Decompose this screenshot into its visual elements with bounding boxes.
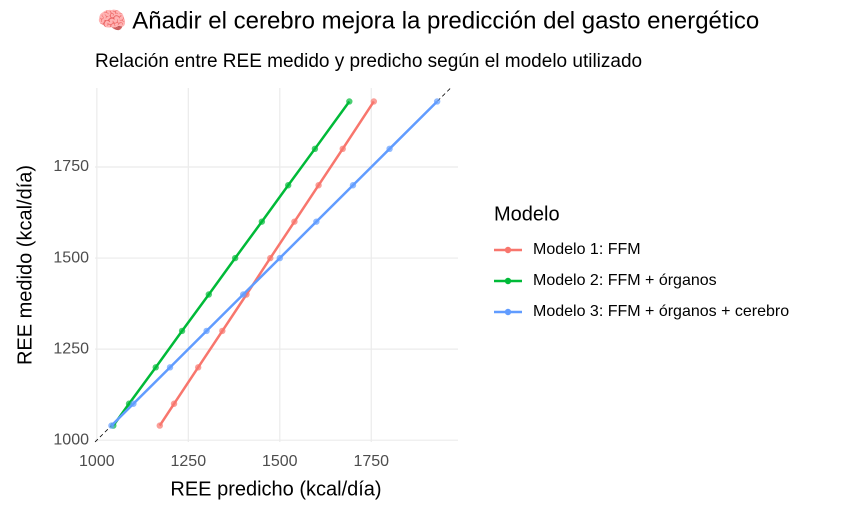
- point: [315, 182, 322, 189]
- x-tick-label: 1750: [353, 453, 389, 470]
- x-axis-label: REE predicho (kcal/día): [170, 478, 381, 500]
- point: [267, 254, 274, 262]
- legend-label: Modelo 3: FFM + órganos + cerebro: [533, 303, 789, 320]
- legend-key-point: [504, 308, 512, 316]
- series-line: [110, 100, 439, 427]
- point: [240, 291, 247, 298]
- point: [156, 422, 163, 429]
- y-axis-label: REE medido (kcal/día): [14, 165, 36, 365]
- point: [205, 291, 213, 298]
- point: [346, 98, 353, 105]
- point: [339, 145, 346, 153]
- point: [258, 218, 266, 225]
- point: [433, 98, 441, 105]
- series-line: [112, 100, 351, 427]
- y-tick-label: 1750: [53, 158, 89, 175]
- point: [349, 182, 357, 189]
- legend-label: Modelo 1: FFM: [533, 241, 641, 258]
- point: [130, 400, 137, 407]
- point: [285, 182, 292, 189]
- point: [194, 364, 202, 371]
- x-tick-label: 1250: [171, 453, 207, 470]
- y-tick-label: 1000: [53, 431, 89, 448]
- point: [170, 400, 178, 407]
- chart-subtitle: Relación entre REE medido y predicho seg…: [95, 51, 642, 72]
- series-line: [158, 100, 375, 427]
- y-tick-label: 1250: [53, 340, 89, 357]
- legend-key-point: [504, 246, 512, 254]
- chart-title: 🧠 Añadir el cerebro mejora la predicción…: [97, 7, 759, 34]
- point: [276, 254, 283, 262]
- legend-label: Modelo 2: FFM + órganos: [533, 272, 717, 289]
- x-tick-label: 1000: [79, 453, 115, 470]
- point: [203, 327, 210, 335]
- x-tick-label: 1500: [262, 453, 298, 470]
- legend-title: Modelo: [494, 203, 560, 225]
- point: [108, 422, 115, 429]
- point: [291, 218, 298, 225]
- y-tick-label: 1500: [53, 249, 89, 266]
- point: [152, 364, 159, 371]
- point: [178, 327, 186, 335]
- point: [386, 145, 393, 153]
- point: [219, 327, 226, 335]
- point: [166, 364, 174, 371]
- point: [313, 218, 320, 225]
- legend-key-point: [504, 277, 512, 285]
- point: [311, 145, 319, 153]
- point: [370, 98, 378, 105]
- point: [231, 254, 239, 262]
